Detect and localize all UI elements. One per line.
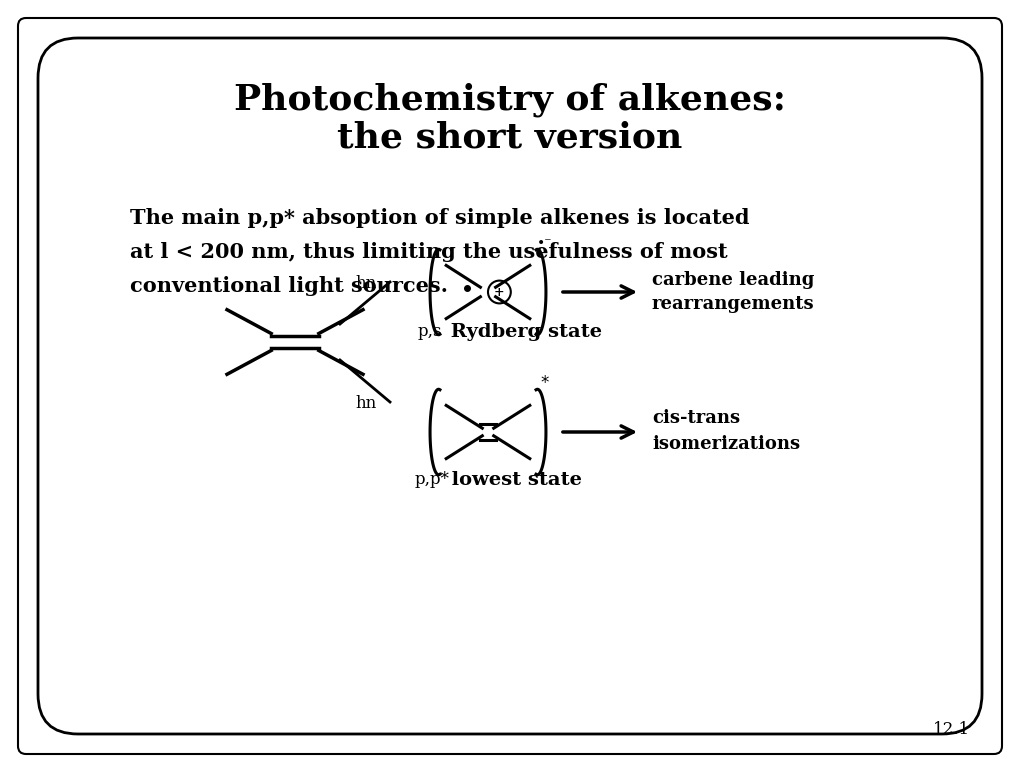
Text: rearrangements: rearrangements [651, 295, 814, 313]
Text: cis-trans: cis-trans [651, 409, 740, 427]
Text: lowest state: lowest state [444, 471, 581, 489]
Text: hn: hn [355, 395, 376, 412]
Text: the short version: the short version [337, 120, 682, 154]
Text: carbene leading: carbene leading [651, 271, 813, 289]
Text: Photochemistry of alkenes:: Photochemistry of alkenes: [233, 83, 786, 117]
Text: p,p*: p,p* [415, 472, 449, 489]
Text: 12.1: 12.1 [932, 722, 969, 739]
Text: p,s: p,s [418, 323, 442, 340]
Text: Rydberg state: Rydberg state [443, 323, 601, 341]
FancyBboxPatch shape [38, 38, 981, 734]
FancyBboxPatch shape [18, 18, 1001, 754]
Text: hn: hn [355, 276, 376, 293]
Text: +: + [493, 286, 504, 299]
Text: •⁻: •⁻ [537, 235, 552, 249]
Text: conventional light sources.: conventional light sources. [129, 276, 447, 296]
Text: The main p,p* absoption of simple alkenes is located: The main p,p* absoption of simple alkene… [129, 208, 749, 228]
Text: *: * [540, 374, 548, 391]
Text: at l < 200 nm, thus limiting the usefulness of most: at l < 200 nm, thus limiting the usefuln… [129, 242, 727, 262]
Text: isomerizations: isomerizations [651, 435, 799, 453]
